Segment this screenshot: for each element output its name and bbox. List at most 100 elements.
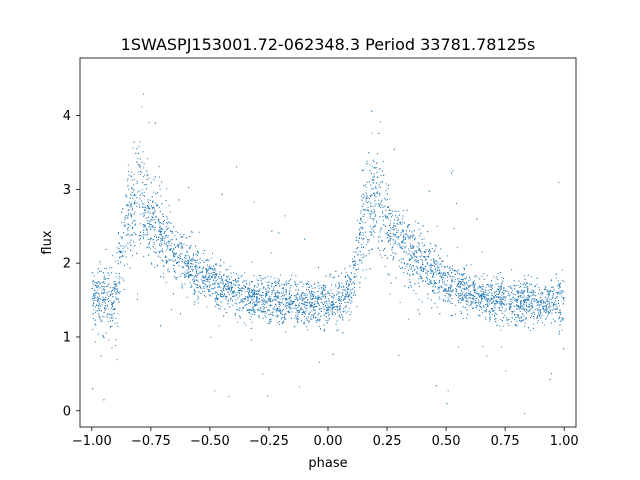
data-point [526,306,528,308]
data-point [94,281,96,283]
data-point [430,269,432,271]
data-point [130,249,132,251]
data-point [251,261,253,263]
data-point [150,237,152,239]
data-point [504,314,506,316]
data-point [324,294,326,296]
data-point [413,230,415,232]
data-point [102,334,104,336]
data-point [523,291,525,293]
data-point [333,304,335,306]
data-point [540,317,542,319]
data-point [366,160,368,162]
data-point [216,278,218,280]
data-point [169,249,171,251]
data-point [227,283,229,285]
data-point [389,210,391,211]
data-point [105,308,107,310]
data-point [154,202,156,204]
data-point [415,220,417,222]
data-point [258,289,260,291]
data-point [515,299,517,300]
data-point [329,309,331,311]
data-point [209,278,211,280]
data-point [531,300,532,302]
data-point [375,167,377,169]
data-point [392,246,394,248]
data-point [414,250,416,252]
data-point [263,298,265,300]
data-point [485,297,487,299]
data-point [310,290,312,292]
data-point [118,233,120,235]
data-point [370,213,372,215]
data-point [378,184,380,186]
data-point [470,301,472,303]
data-point [240,276,242,278]
data-point [156,239,158,241]
data-point [514,300,516,302]
data-point [509,307,511,309]
data-point [235,284,237,286]
data-point [159,223,161,225]
data-point [373,192,375,194]
data-point [314,313,315,314]
data-point [198,231,200,233]
data-point [227,275,229,277]
data-point [504,296,506,298]
data-point [115,272,117,274]
data-point [483,296,485,298]
data-point [559,286,561,288]
data-point [325,293,327,295]
data-point [154,122,156,124]
data-point [162,237,164,239]
data-point [265,296,267,298]
data-point [191,231,192,233]
data-point [353,267,355,269]
data-point [327,306,329,308]
data-point [217,282,219,284]
data-point [496,276,498,278]
data-point [298,289,299,291]
data-point [457,293,459,295]
data-point [430,280,432,282]
data-point [408,235,410,237]
data-point [245,324,247,326]
data-point [449,301,451,303]
data-point [100,318,102,320]
data-point [270,252,272,254]
data-point [118,293,120,295]
data-point [180,258,182,259]
data-point [380,207,382,209]
data-point [239,302,241,304]
data-point [151,207,153,208]
data-point [154,227,156,228]
data-point [203,262,205,263]
data-point [486,355,488,357]
data-point [108,278,110,280]
data-point [536,302,538,304]
data-point [154,266,156,268]
data-point [127,233,129,235]
data-point [396,219,398,221]
data-point [354,262,356,264]
data-point [551,301,553,303]
data-point [342,316,344,318]
data-point [367,209,369,211]
data-point [481,308,482,310]
data-point [277,292,279,294]
data-point [174,271,176,273]
data-point [216,299,218,301]
data-point [322,306,324,308]
data-point [285,331,286,333]
data-point [179,253,181,255]
data-point [484,317,486,319]
data-point [438,290,440,292]
data-point [384,198,386,200]
data-point [417,267,419,269]
data-point [417,273,419,275]
data-point [148,223,150,224]
data-point [297,315,299,317]
data-point [126,204,128,206]
data-point [365,236,367,238]
